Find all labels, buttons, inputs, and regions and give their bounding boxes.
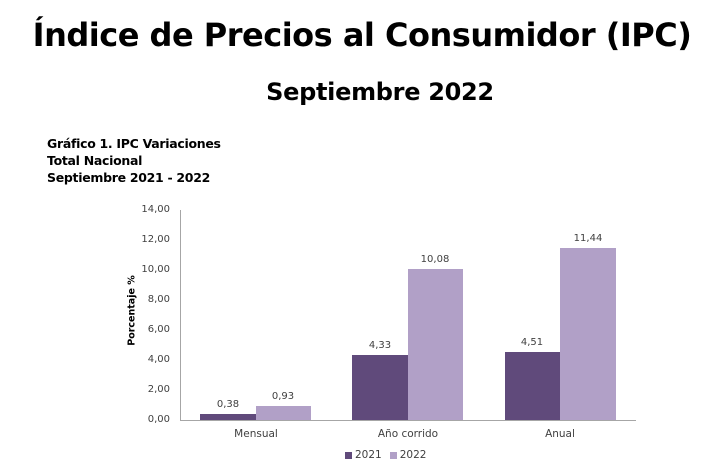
data-label: 0,38 [216, 399, 240, 410]
x-axis [180, 420, 636, 421]
legend-swatch-icon [389, 451, 397, 459]
data-label: 4,33 [368, 340, 392, 351]
legend-label: 2021 [355, 449, 382, 461]
caption-line-3: Septiembre 2021 - 2022 [47, 170, 211, 185]
category-label: Año corrido [377, 428, 439, 440]
y-tick: 10,00 [141, 264, 170, 275]
y-tick: 0,00 [147, 414, 170, 425]
data-label: 10,08 [420, 254, 450, 265]
data-label: 11,44 [573, 233, 603, 244]
data-label: 0,93 [271, 391, 295, 402]
legend-item-2022: 2022 [389, 449, 427, 461]
category-label: Mensual [234, 428, 278, 440]
y-axis [180, 210, 181, 420]
y-tick: 2,00 [147, 384, 170, 395]
bar-mensual-2022 [256, 406, 311, 420]
caption-line-2: Total Nacional [47, 153, 143, 168]
legend-swatch-icon [345, 451, 352, 459]
page-subtitle: Septiembre 2022 [266, 78, 494, 106]
caption-line-1: Gráfico 1. IPC Variaciones [47, 136, 221, 151]
y-tick: 8,00 [147, 294, 170, 305]
y-tick: 14,00 [141, 204, 170, 215]
legend-label: 2022 [399, 449, 427, 461]
data-label: 4,51 [520, 337, 544, 348]
page-title: Índice de Precios al Consumidor (IPC) [32, 16, 692, 54]
bar-anio-corrido-2022 [408, 269, 463, 420]
y-tick: 6,00 [147, 324, 170, 335]
y-tick: 4,00 [147, 354, 170, 365]
legend: 2021 2022 [345, 449, 426, 461]
y-axis-label: Porcentaje % [126, 275, 138, 346]
legend-item-2021: 2021 [345, 449, 382, 461]
bar-anual-2021 [505, 352, 560, 420]
y-tick: 12,00 [141, 234, 170, 245]
bar-mensual-2021 [200, 414, 256, 420]
bar-anio-corrido-2021 [352, 355, 408, 420]
bar-anual-2022 [560, 248, 616, 420]
category-label: Anual [545, 428, 575, 440]
chart-caption: Gráfico 1. IPC Variaciones Total Naciona… [47, 135, 221, 186]
